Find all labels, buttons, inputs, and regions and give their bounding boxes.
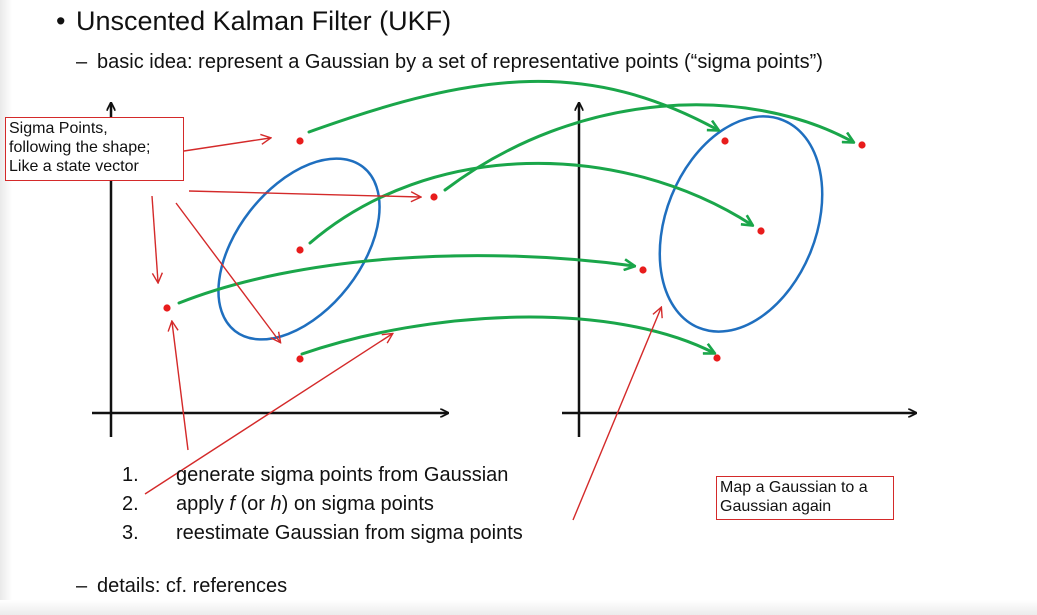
sigma-points-callout: Sigma Points, following the shape; Like … <box>5 117 184 181</box>
title-bullet: • <box>56 6 66 36</box>
slide-bottom-shadow <box>0 600 1037 615</box>
step3-arrow-to-output-gaussian <box>572 308 661 521</box>
details-dash: – <box>76 575 88 597</box>
callout-line: Like a state vector <box>9 158 139 175</box>
step-text-mid: (or <box>234 493 271 515</box>
function-h: h <box>270 493 282 515</box>
annotation-arrows <box>144 138 661 521</box>
title-text: Unscented Kalman Filter (UKF) <box>76 6 452 36</box>
annotation-arrow-to-top-point <box>183 138 270 152</box>
step-1: 1. generate sigma points from Gaussian <box>122 462 523 491</box>
mapping-arrow-upper-right <box>443 103 853 192</box>
step1-arrow-to-sigma-point <box>172 322 189 451</box>
step-text: apply <box>176 493 230 515</box>
step-text: reestimate Gaussian from sigma points <box>176 522 523 544</box>
step-number: 1. <box>122 464 139 486</box>
callout-line: Map a Gaussian to a <box>720 479 868 496</box>
step-number: 2. <box>122 493 139 515</box>
output-sigma-point-mean <box>757 227 765 235</box>
map-gaussian-callout: Map a Gaussian to a Gaussian again <box>716 476 894 520</box>
annotation-arrow-to-right-point <box>188 190 420 197</box>
steps-list: 1. generate sigma points from Gaussian 2.… <box>122 462 523 549</box>
mapping-arrows <box>177 79 853 356</box>
output-sigma-point-top <box>721 137 729 145</box>
input-sigma-point-mean <box>296 246 304 254</box>
right-axes <box>562 103 916 437</box>
step-number: 3. <box>122 522 139 544</box>
output-gaussian-ellipse <box>658 115 824 333</box>
output-sigma-point-left <box>639 266 647 274</box>
step2-arrow-to-mapping <box>144 334 392 495</box>
output-sigma-point-far-right <box>858 141 866 149</box>
function-f: f <box>229 493 235 515</box>
input-gaussian-ellipse <box>217 157 381 341</box>
callout-line: Sigma Points, <box>9 120 108 137</box>
callout-line: Gaussian again <box>720 498 832 515</box>
input-sigma-point-left <box>163 304 171 312</box>
basic-idea-dash: – <box>76 51 88 73</box>
annotation-arrow-to-left-point <box>151 195 158 282</box>
input-sigma-point-right <box>430 193 438 201</box>
sigma-points <box>163 137 866 363</box>
step-text: generate sigma points from Gaussian <box>176 464 509 486</box>
details-text: details: cf. references <box>97 575 288 597</box>
step-3: 3. reestimate Gaussian from sigma points <box>122 520 523 549</box>
step-2: 2. apply f (or h) on sigma points <box>122 491 523 520</box>
callout-line: following the shape; <box>9 139 151 156</box>
input-sigma-point-top <box>296 137 304 145</box>
slide-title: • Unscented Kalman Filter (UKF) <box>56 6 451 37</box>
details-line: – details: cf. references <box>76 575 287 598</box>
mapping-arrow-center <box>308 161 752 245</box>
output-sigma-point-bottom <box>713 354 721 362</box>
basic-idea-line: – basic idea: represent a Gaussian by a s… <box>76 51 823 74</box>
annotation-arrow-to-bottom-point <box>175 202 280 342</box>
mapping-arrow-left <box>177 254 634 305</box>
mapping-arrow-bottom <box>300 315 714 356</box>
basic-idea-text: basic idea: represent a Gaussian by a se… <box>97 51 823 73</box>
step-text-end: ) on sigma points <box>281 493 434 515</box>
input-sigma-point-bottom <box>296 355 304 363</box>
